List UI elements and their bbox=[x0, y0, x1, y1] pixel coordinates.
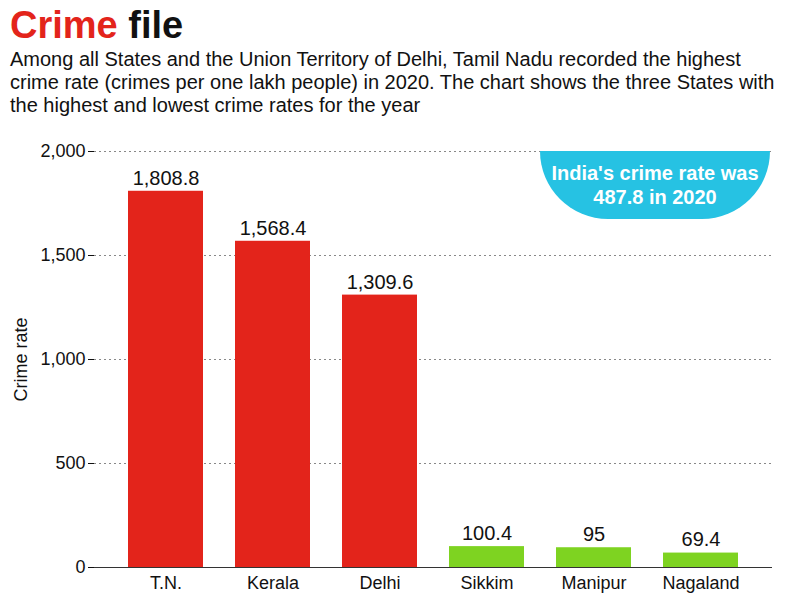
html-text:Among all States and the Union: Among all States and the Union Territory… bbox=[10, 48, 775, 116]
svg-text:1,808.8: 1,808.8 bbox=[133, 167, 200, 189]
svg-text:500: 500 bbox=[55, 453, 85, 473]
svg-text:1,000: 1,000 bbox=[40, 349, 85, 369]
svg-text:2,000: 2,000 bbox=[40, 141, 85, 161]
svg-text:Delhi: Delhi bbox=[359, 573, 400, 593]
svg-text:1,309.6: 1,309.6 bbox=[347, 271, 414, 293]
svg-text:Kerala: Kerala bbox=[247, 573, 300, 593]
svg-text:Sikkim: Sikkim bbox=[461, 573, 514, 593]
svg-text:0: 0 bbox=[75, 557, 85, 577]
html-text:India's crime rate was 487.8 i: India's crime rate was 487.8 in 2020 bbox=[551, 162, 759, 208]
svg-text:Nagaland: Nagaland bbox=[662, 573, 739, 593]
svg-text:95: 95 bbox=[583, 523, 605, 545]
svg-text:1,568.4: 1,568.4 bbox=[240, 217, 307, 239]
svg-text:T.N.: T.N. bbox=[150, 573, 182, 593]
svg-text:Crime rate: Crime rate bbox=[11, 317, 31, 401]
svg-text:69.4: 69.4 bbox=[682, 528, 721, 550]
svg-text:Manipur: Manipur bbox=[561, 573, 626, 593]
svg-text:100.4: 100.4 bbox=[462, 522, 512, 544]
html-text:Crime file: Crime file bbox=[10, 4, 184, 46]
svg-text:1,500: 1,500 bbox=[40, 245, 85, 265]
